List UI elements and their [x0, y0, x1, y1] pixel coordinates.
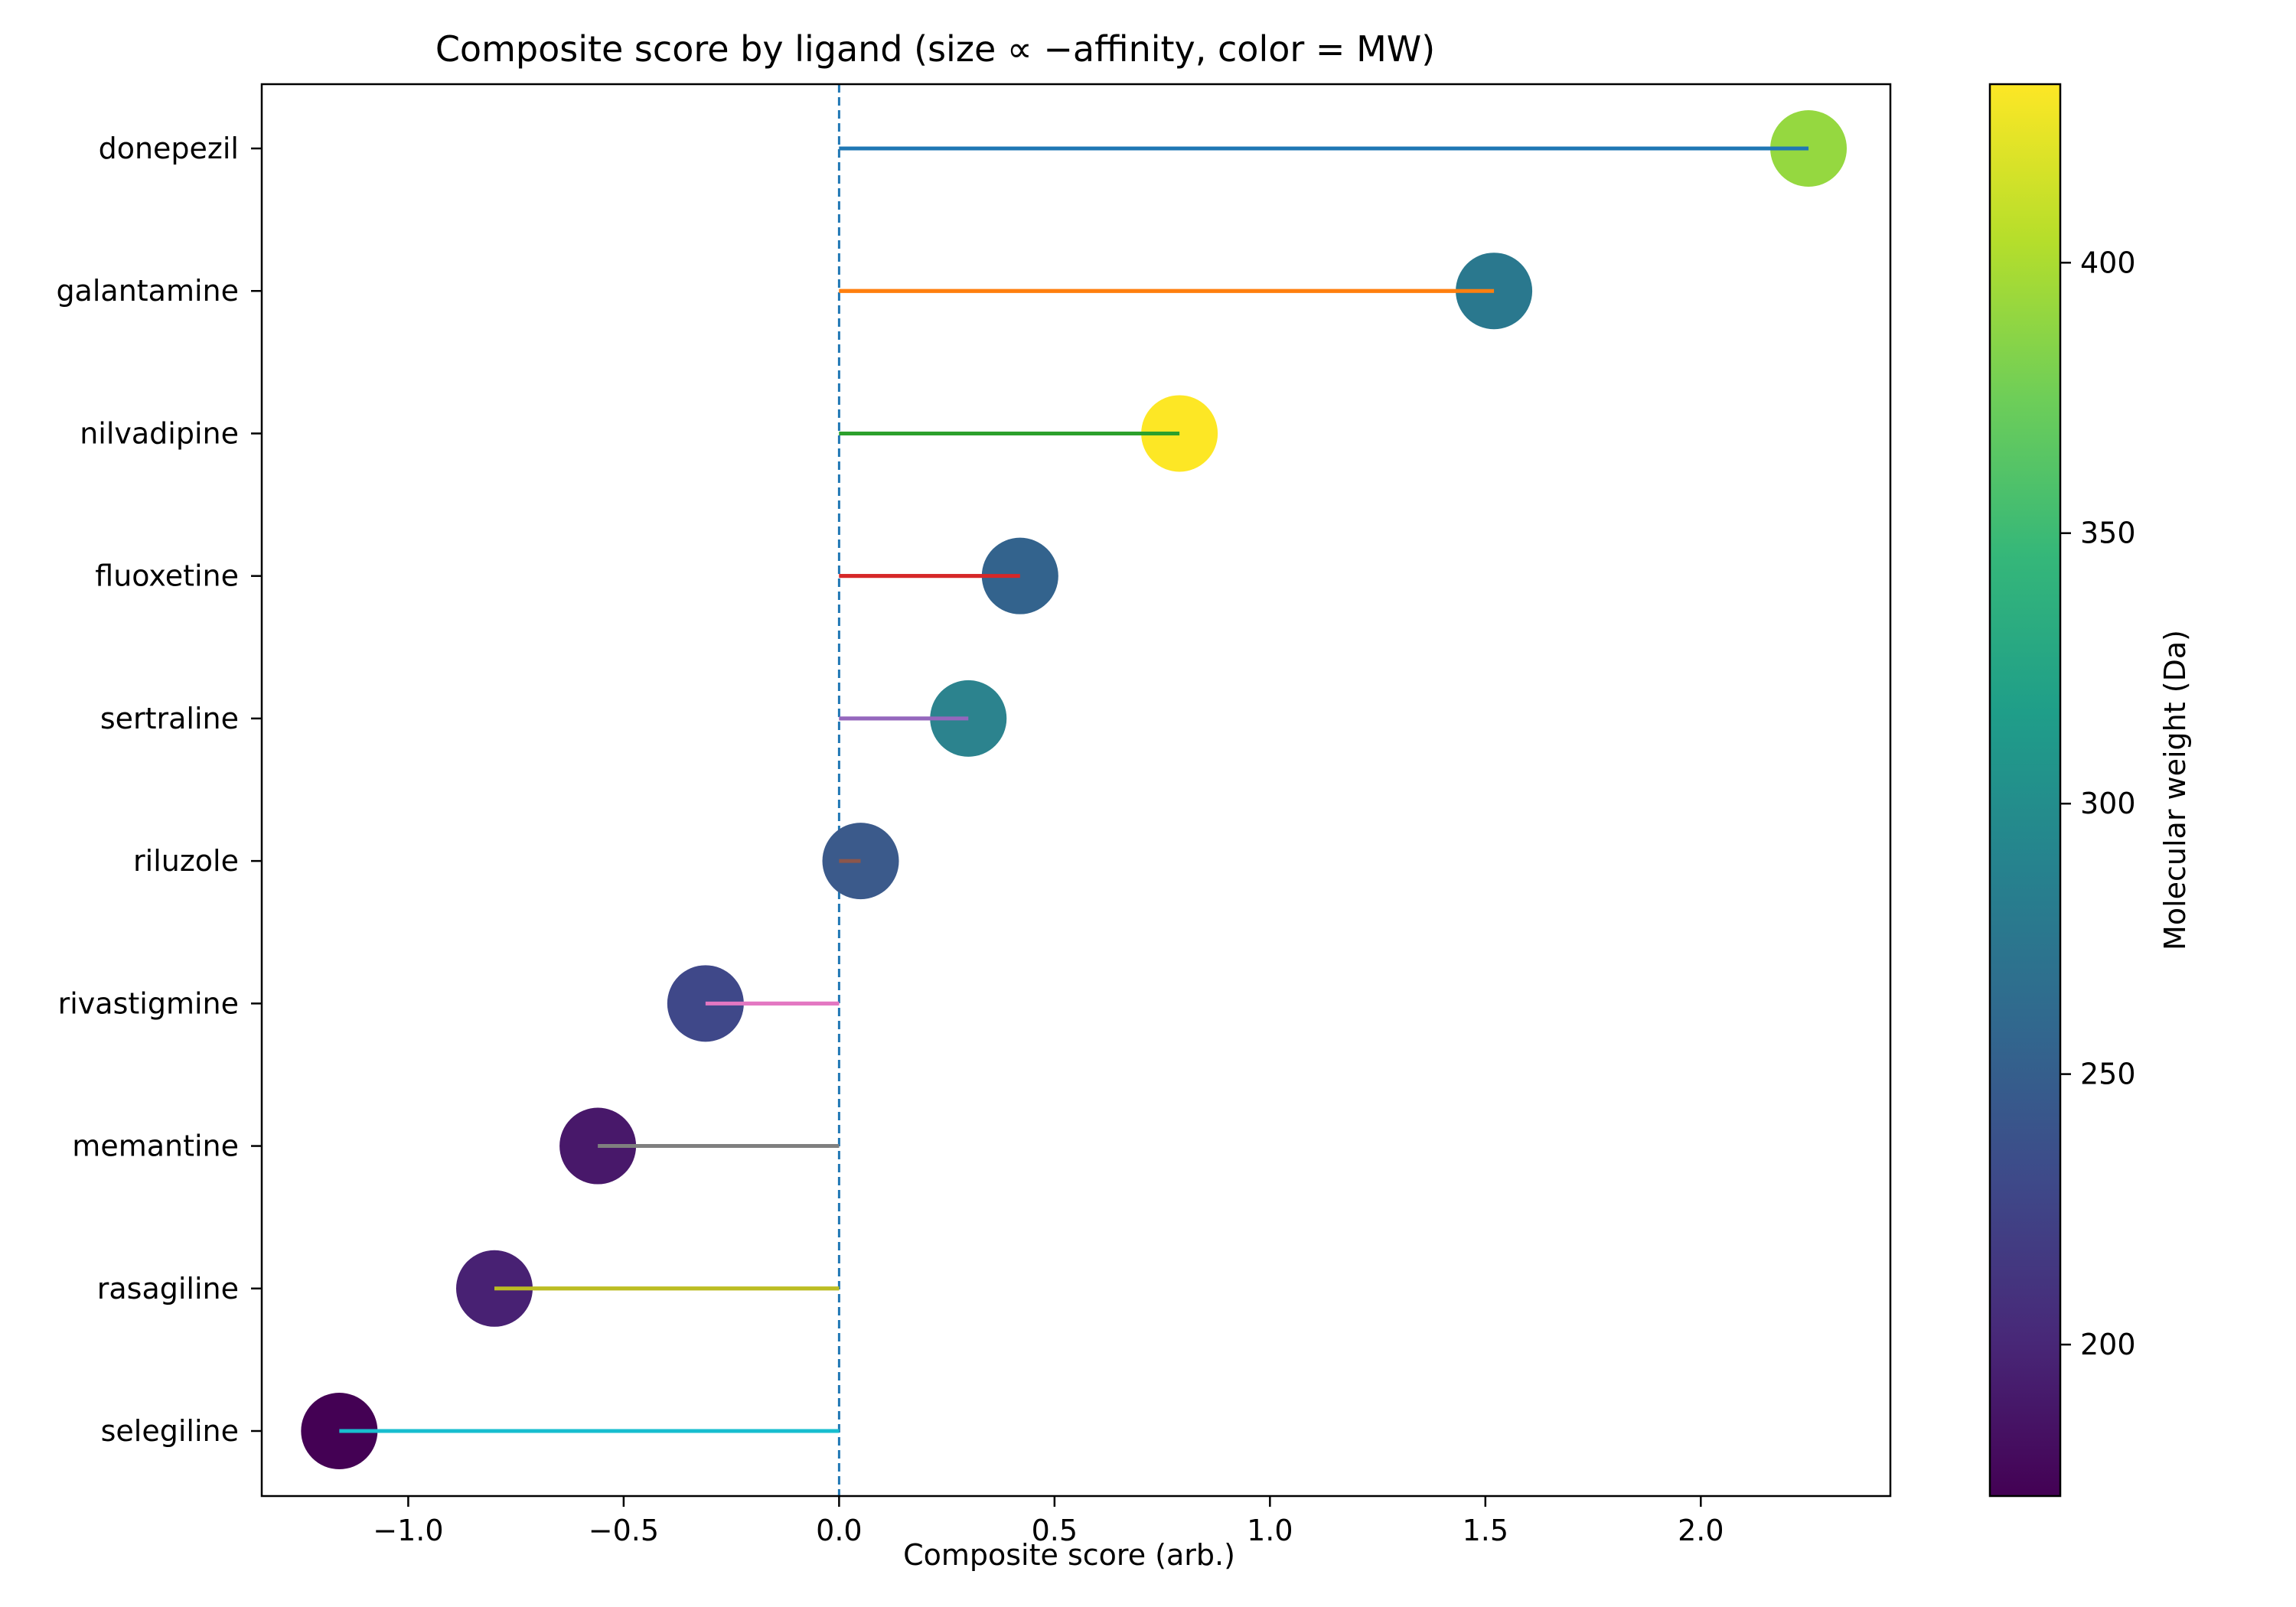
colorbar-label: Molecular weight (Da) — [2158, 630, 2192, 950]
x-tick-label: 1.5 — [1463, 1514, 1508, 1547]
y-tick-label: fluoxetine — [95, 559, 239, 593]
plot-frame — [260, 83, 1892, 1498]
colorbar-gradient — [1988, 83, 2062, 1498]
x-tick-label: −0.5 — [589, 1514, 659, 1547]
colorbar-tick-label: 300 — [2080, 787, 2136, 820]
y-tick-label: galantamine — [56, 274, 239, 308]
lollipop-markers — [301, 110, 1848, 1469]
colorbar-tick-label: 250 — [2080, 1058, 2136, 1091]
x-axis-label: Composite score (arb.) — [903, 1538, 1235, 1572]
y-tick-label: donepezil — [99, 132, 239, 165]
x-axis: −1.0 −0.5 0.0 0.5 1.0 1.5 2.0 — [373, 1496, 1724, 1547]
y-tick-label: nilvadipine — [80, 416, 239, 450]
colorbar-tick-label: 200 — [2080, 1328, 2136, 1361]
x-tick-label: 2.0 — [1678, 1514, 1724, 1547]
colorbar-ticks: 200 250 300 350 400 — [2060, 246, 2136, 1361]
colorbar-tick-label: 400 — [2080, 246, 2136, 279]
x-tick-label: 0.0 — [816, 1514, 862, 1547]
lollipop-stems — [339, 146, 1809, 1433]
colorbar-tick-label: 350 — [2080, 517, 2136, 550]
colorbar: 200 250 300 350 400 Molecular weight (Da) — [1988, 83, 2192, 1498]
y-tick-label: rasagiline — [97, 1272, 239, 1305]
y-tick-label: memantine — [72, 1129, 239, 1163]
y-tick-label: rivastigmine — [58, 986, 239, 1020]
x-tick-label: 1.0 — [1247, 1514, 1293, 1547]
x-tick-label: 0.5 — [1032, 1514, 1078, 1547]
y-axis: donepezil galantamine nilvadipine fluoxetin… — [56, 132, 262, 1448]
y-tick-label: selegiline — [101, 1414, 239, 1448]
y-tick-label: sertraline — [100, 702, 239, 735]
chart-title: Composite score by ligand (size ∝ −affin… — [435, 28, 1435, 70]
y-tick-label: riluzole — [133, 844, 239, 878]
x-tick-label: −1.0 — [373, 1514, 443, 1547]
plot-area — [260, 83, 1892, 1498]
